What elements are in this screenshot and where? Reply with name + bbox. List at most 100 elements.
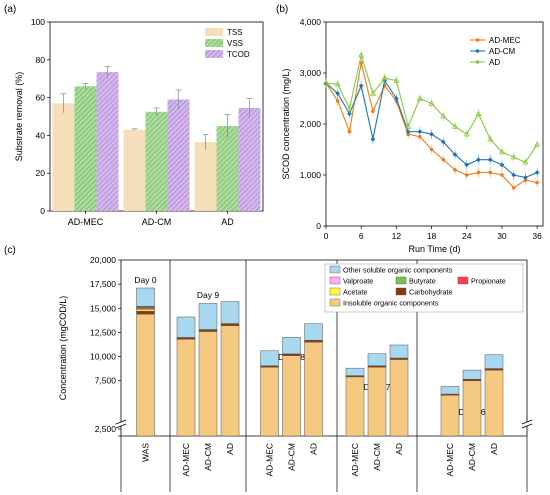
bar-hatch-line xyxy=(96,89,119,113)
data-point xyxy=(358,83,364,89)
bar-hatch-line xyxy=(216,163,239,187)
data-point xyxy=(500,173,504,177)
legend-label: Valproate xyxy=(343,277,373,286)
y-axis-label: Substrate removal (%) xyxy=(14,72,24,162)
legend-hatch-line xyxy=(221,45,224,48)
bar-hatch-line xyxy=(96,129,119,153)
legend-swatch xyxy=(395,276,407,285)
bar-label: AD-MEC xyxy=(350,443,360,477)
bar-hatch-line xyxy=(167,177,190,200)
bar-hatch-line xyxy=(180,202,190,212)
bar-hatch-line xyxy=(238,170,261,194)
y-tick-label: 100 xyxy=(31,17,45,27)
data-point xyxy=(416,95,423,101)
data-point xyxy=(522,158,529,165)
bar-hatch-line xyxy=(96,154,119,178)
stack-segment-insoluble-organic-components xyxy=(282,355,301,437)
bar-label: WAS xyxy=(141,443,151,462)
bar-hatch-line xyxy=(145,134,168,157)
data-point xyxy=(463,130,470,137)
bar-hatch-line xyxy=(238,175,261,199)
bar-hatch-line xyxy=(167,107,190,130)
data-point xyxy=(393,96,399,101)
bar-hatch-line xyxy=(145,154,168,177)
bar-tss xyxy=(123,129,146,211)
bar-hatch-line xyxy=(238,107,244,114)
bar-hatch-line xyxy=(238,120,261,144)
legend-hatch-line xyxy=(204,38,211,45)
bar-hatch-line xyxy=(216,133,239,157)
y-tick-label: 20,000 xyxy=(90,255,116,265)
bar-vss xyxy=(74,86,97,211)
legend-label: TSS xyxy=(227,28,243,37)
data-point xyxy=(476,170,481,175)
bar-hatch xyxy=(238,107,261,212)
bar-hatch-line xyxy=(238,125,261,149)
legend-label: AD xyxy=(489,58,500,67)
bar-vss xyxy=(216,125,239,211)
bar-hatch-line xyxy=(96,99,119,123)
bar-hatch-line xyxy=(216,125,222,132)
legend-hatch-line xyxy=(206,38,216,48)
stack-segment-other-soluble-organic-components xyxy=(367,353,387,366)
bar-hatch-line xyxy=(238,135,261,159)
legend-swatch xyxy=(395,287,407,296)
data-point xyxy=(417,129,423,135)
bar-hatch-line xyxy=(238,150,261,174)
stack-segment-insoluble-organic-components xyxy=(462,380,482,437)
y-tick-label: 0 xyxy=(316,221,321,231)
stack-segment-other-soluble-organic-components xyxy=(345,367,365,376)
data-point xyxy=(334,80,341,87)
bar-hatch-line xyxy=(96,104,119,128)
stack-segment-insoluble-organic-components xyxy=(345,376,365,437)
bar-hatch-line xyxy=(96,149,119,173)
stack-segment-acetate xyxy=(136,309,155,312)
bar-hatch-line xyxy=(89,204,97,212)
bar-hatch-line xyxy=(74,149,97,172)
data-point xyxy=(451,123,459,129)
legend-hatch-line xyxy=(206,49,216,59)
data-point xyxy=(347,111,352,117)
bar-hatch-line xyxy=(238,107,259,129)
x-tick-label: 6 xyxy=(359,231,364,241)
bar-hatch-line xyxy=(145,111,166,132)
data-point xyxy=(510,153,517,160)
bar-hatch-line xyxy=(167,99,183,115)
stack-segment-carbohydrate xyxy=(136,310,155,315)
legend-marker xyxy=(475,60,480,64)
legend-hatch xyxy=(204,49,224,59)
bar-hatch-line xyxy=(151,194,168,212)
bar-hatch-line xyxy=(145,111,156,122)
bar-hatch-line xyxy=(216,125,227,137)
bar-hatch-line xyxy=(245,195,261,212)
bar-hatch xyxy=(74,86,97,212)
bar-tcod xyxy=(238,107,261,211)
bar-hatch-line xyxy=(146,189,168,212)
bar-hatch-line xyxy=(236,208,239,212)
bar-hatch-line xyxy=(167,182,190,205)
panel-b-line-chart: (b) 0 1,000 2,000 3,000 4,000 0 6 12 18 24 30 36 Run … xyxy=(276,4,544,254)
bar-hatch-line xyxy=(167,167,190,190)
bar-hatch-line xyxy=(74,114,97,137)
stack-segment-carbohydrate xyxy=(282,353,301,356)
bar-hatch-line xyxy=(145,124,168,147)
bar-hatch-line xyxy=(238,140,261,164)
y-tick-label: 1,000 xyxy=(300,170,322,180)
bar-hatch-line xyxy=(96,109,119,133)
bar-hatch-line xyxy=(96,159,119,183)
y-tick-label: 2,500 xyxy=(95,424,117,434)
bar-hatch-line xyxy=(145,119,168,142)
bar-label: AD-MEC xyxy=(265,443,275,477)
y-tick-label: 3,000 xyxy=(300,68,322,78)
bar-hatch-line xyxy=(185,207,190,212)
bar-hatch-line xyxy=(102,194,119,212)
stack-segment-carbohydrate xyxy=(198,329,218,332)
legend-label: Other soluble organic components xyxy=(343,266,453,275)
bar-hatch-line xyxy=(238,155,261,179)
bar-hatch-line xyxy=(166,209,168,212)
legend-marker xyxy=(475,49,480,53)
bar-hatch-line xyxy=(238,115,261,139)
legend-label: Acetate xyxy=(343,288,367,297)
legend-swatch xyxy=(329,265,341,274)
bar-hatch xyxy=(145,111,168,212)
